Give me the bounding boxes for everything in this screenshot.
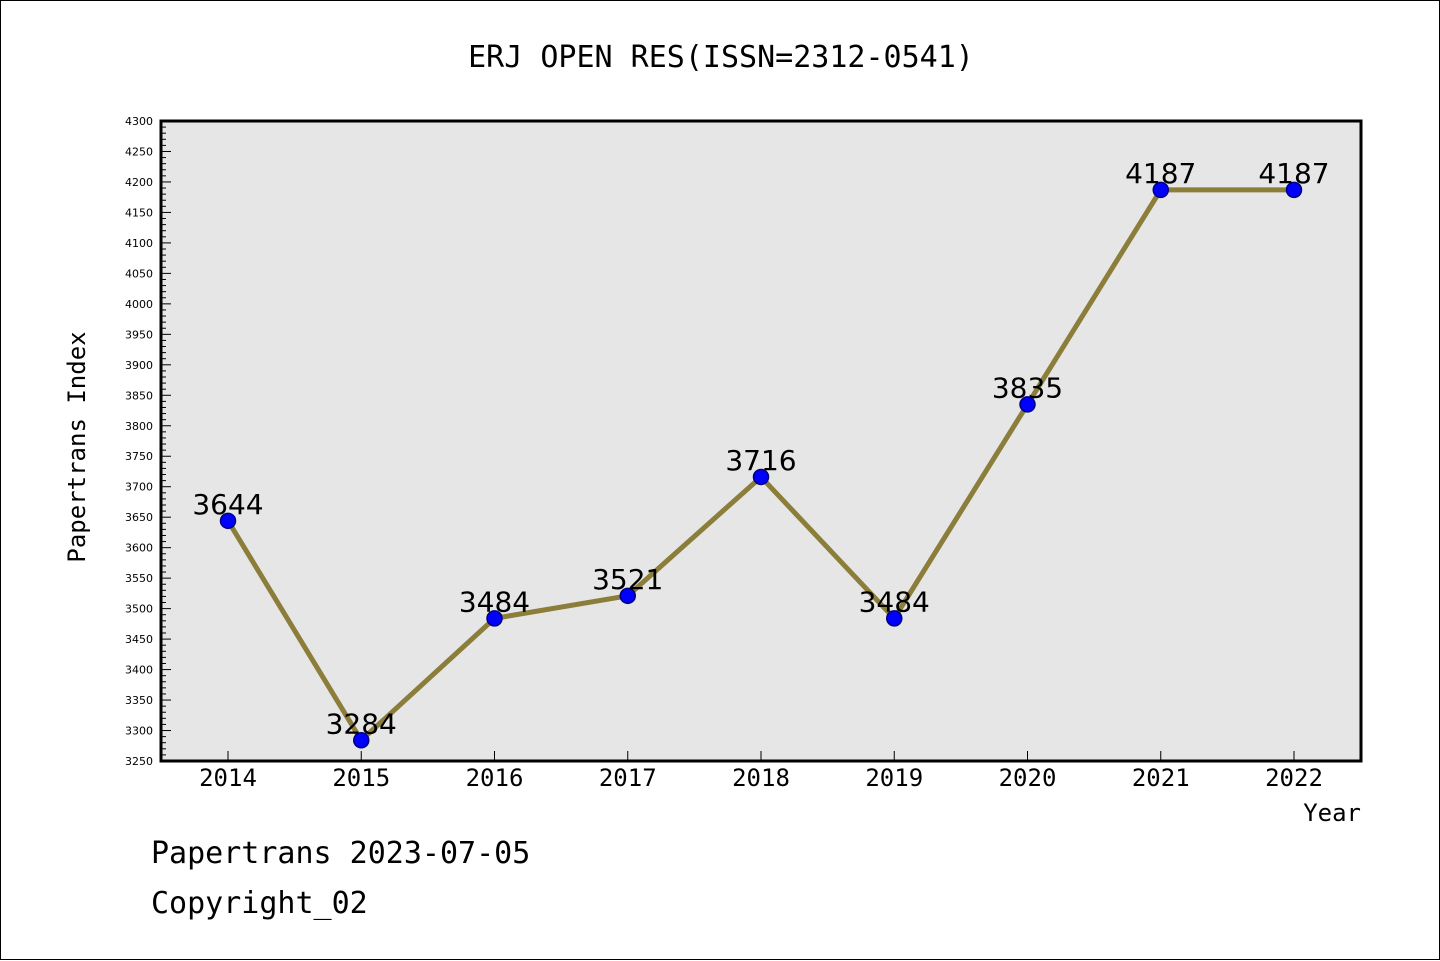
x-tick-label: 2016 <box>466 764 524 792</box>
y-tick-label: 4150 <box>125 206 153 219</box>
y-tick-label: 3800 <box>125 420 153 433</box>
x-tick-label: 2018 <box>732 764 790 792</box>
chart-title: ERJ OPEN RES(ISSN=2312-0541) <box>468 40 974 75</box>
y-tick-label: 3550 <box>125 572 153 585</box>
data-label: 3284 <box>326 707 397 740</box>
y-tick-label: 3850 <box>125 389 153 402</box>
y-tick-label: 3650 <box>125 511 153 524</box>
data-point <box>486 610 503 627</box>
y-tick-label: 4100 <box>125 237 153 250</box>
y-tick-label: 4300 <box>125 115 153 128</box>
y-tick-label: 4050 <box>125 267 153 280</box>
y-tick-label: 3600 <box>125 542 153 555</box>
x-axis-ticks: 2014 2015 2016 2017 2018 2019 2020 2021 2022 <box>199 751 1323 792</box>
y-tick-label: 4250 <box>125 145 153 158</box>
x-axis-label: Year <box>1303 799 1361 827</box>
footer-date-text: Papertrans 2023-07-05 <box>151 836 531 871</box>
x-tick-label: 2020 <box>999 764 1057 792</box>
series-line-group: 3644 3284 3484 3521 3716 3484 3835 4187 4187 <box>192 157 1330 749</box>
data-point <box>219 512 237 530</box>
y-tick-label: 3350 <box>125 694 153 707</box>
data-label: 3716 <box>725 444 796 477</box>
data-point <box>1152 181 1169 199</box>
data-point <box>353 732 370 749</box>
plot-border <box>159 119 1363 763</box>
x-tick-label: 2014 <box>199 764 257 792</box>
y-tick-label: 3400 <box>125 664 153 677</box>
y-tick-label: 3900 <box>125 359 153 372</box>
data-point <box>886 610 903 627</box>
y-axis-label: Papertrans Index <box>63 331 91 562</box>
y-tick-label: 4200 <box>125 176 153 189</box>
data-label: 4187 <box>1125 157 1196 190</box>
y-tick-label: 3700 <box>125 481 153 494</box>
data-point <box>752 468 770 486</box>
data-point <box>619 587 636 605</box>
y-tick-label: 3450 <box>125 633 153 646</box>
y-tick-label: 3750 <box>125 450 153 463</box>
y-tick-label: 3500 <box>125 603 153 616</box>
data-label: 3484 <box>459 585 530 618</box>
data-label: 3644 <box>192 488 263 521</box>
x-tick-label: 2015 <box>332 764 390 792</box>
y-tick-label: 3300 <box>125 725 153 738</box>
data-point <box>1285 181 1303 199</box>
y-tick-label: 4000 <box>125 298 153 311</box>
y-tick-label: 3950 <box>125 328 153 341</box>
x-tick-label: 2022 <box>1265 764 1323 792</box>
data-label: 3835 <box>992 371 1063 404</box>
data-label: 3521 <box>592 563 663 596</box>
footer-copyright-text: Copyright_02 <box>151 886 368 921</box>
data-point <box>1019 396 1036 413</box>
y-tick-label: 3250 <box>125 755 153 768</box>
x-tick-label: 2017 <box>599 764 657 792</box>
x-tick-label: 2019 <box>865 764 923 792</box>
data-label: 4187 <box>1258 157 1329 190</box>
x-tick-label: 2021 <box>1132 764 1190 792</box>
data-label: 3484 <box>859 585 930 618</box>
plot-area <box>161 121 1361 761</box>
